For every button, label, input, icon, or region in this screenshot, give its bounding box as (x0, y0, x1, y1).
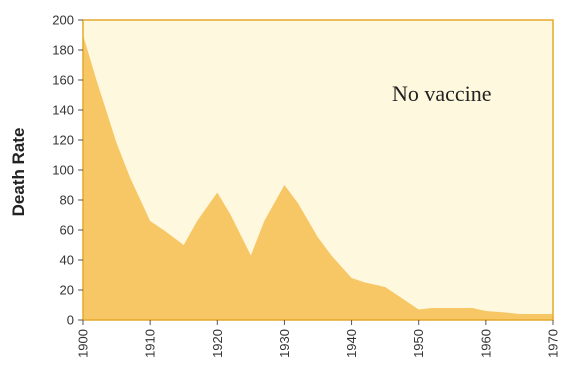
y-axis: 0 20 40 60 80 100 120 140 160 180 200 (52, 13, 83, 328)
x-tick-label: 1900 (76, 329, 91, 358)
x-tick-label: 1970 (546, 329, 561, 358)
y-tick-label: 140 (52, 103, 74, 118)
x-tick-label: 1930 (277, 329, 292, 358)
x-tick-label: 1940 (344, 329, 359, 358)
y-tick-label: 120 (52, 133, 74, 148)
x-tick-label: 1950 (411, 329, 426, 358)
y-tick-label: 80 (60, 193, 74, 208)
x-axis: 1900 1910 1920 1930 1940 1950 1960 1970 (76, 320, 561, 358)
y-tick-label: 100 (52, 163, 74, 178)
death-rate-area (83, 35, 553, 320)
y-tick-label: 180 (52, 43, 74, 58)
x-tick-label: 1960 (478, 329, 493, 358)
y-axis-label: Death Rate (9, 128, 28, 217)
y-tick-label: 40 (60, 253, 74, 268)
x-tick-label: 1920 (210, 329, 225, 358)
y-tick-label: 160 (52, 73, 74, 88)
y-tick-label: 60 (60, 223, 74, 238)
no-vaccine-annotation: No vaccine (392, 81, 492, 106)
x-tick-label: 1910 (143, 329, 158, 358)
y-tick-label: 0 (67, 313, 74, 328)
y-tick-label: 200 (52, 13, 74, 28)
y-tick-label: 20 (60, 283, 74, 298)
